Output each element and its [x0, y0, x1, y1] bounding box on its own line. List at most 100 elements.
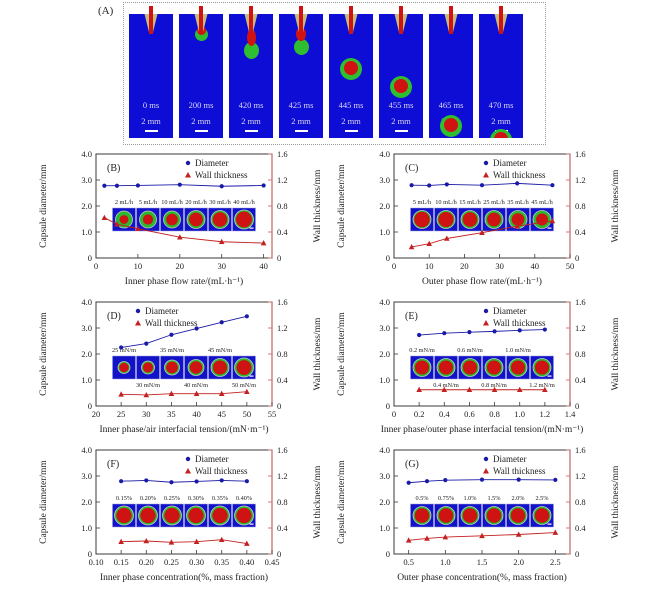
scale-bar-label: 2 mm [141, 116, 161, 126]
chart-svg-B: 0 10 20 30 40 0 1.0 2.0 3.0 4.0 0 0.4 0.8 1.2 1.6 2 mL/… [39, 149, 323, 287]
svg-text:3.0: 3.0 [379, 175, 390, 185]
svg-text:0.2 mN/m: 0.2 mN/m [409, 347, 435, 354]
scale-bar [144, 130, 158, 132]
chart-svg-D: 20 25 30 35 40 45 50 5501.02.03.04.000.40.81.21… [39, 297, 323, 435]
svg-text:25: 25 [117, 409, 126, 419]
svg-text:30 mN/m: 30 mN/m [136, 382, 160, 389]
svg-text:0: 0 [575, 549, 579, 559]
scale-bar [394, 130, 408, 132]
svg-text:2.0: 2.0 [81, 201, 92, 211]
svg-text:0.6 mN/m: 0.6 mN/m [457, 347, 483, 354]
svg-text:0: 0 [88, 549, 92, 559]
snapshot-image: 465 ms2 mm [429, 14, 473, 138]
snapshot-image: 200 ms 2 mm [179, 14, 223, 138]
svg-text:0.8: 0.8 [277, 201, 288, 211]
nozzle-needle [349, 6, 353, 34]
scale-bar-label: 2 mm [241, 116, 261, 126]
svg-text:Inner phase concentration(%, m: Inner phase concentration(%, mass fracti… [100, 572, 268, 583]
svg-text:(C): (C) [405, 163, 418, 174]
svg-text:0.8: 0.8 [575, 349, 586, 359]
scale-bar [294, 130, 308, 132]
svg-text:1.6: 1.6 [575, 149, 586, 159]
svg-text:1.0: 1.0 [514, 409, 525, 419]
svg-text:50: 50 [566, 261, 575, 271]
svg-text:50: 50 [243, 409, 252, 419]
svg-text:0.4 mN/m: 0.4 mN/m [433, 382, 459, 389]
snapshot-frame: 200 ms 2 mm [179, 6, 223, 138]
svg-text:1.5%: 1.5% [487, 495, 501, 502]
droplet-shell [293, 39, 309, 55]
scale-bar [344, 130, 358, 132]
svg-text:30: 30 [495, 261, 504, 271]
nozzle-needle [499, 6, 503, 34]
scale-bar [194, 130, 208, 132]
svg-text:0: 0 [88, 401, 92, 411]
svg-text:30: 30 [217, 261, 226, 271]
scale-bar-label: 2 mm [491, 116, 511, 126]
svg-text:0: 0 [575, 401, 579, 411]
svg-text:4.0: 4.0 [379, 149, 390, 159]
svg-text:Inner phase flow rate/(mL·h⁻¹): Inner phase flow rate/(mL·h⁻¹) [125, 276, 243, 287]
droplet-core [494, 132, 508, 138]
svg-text:0.30%: 0.30% [188, 495, 205, 502]
svg-text:1.6: 1.6 [277, 297, 288, 307]
svg-text:45 mN/m: 45 mN/m [208, 347, 232, 354]
svg-text:0.4: 0.4 [575, 375, 586, 385]
droplet-core [246, 30, 256, 46]
snapshot-frame: 465 ms2 mm [429, 6, 473, 138]
svg-text:4.0: 4.0 [81, 149, 92, 159]
svg-text:20: 20 [92, 409, 101, 419]
svg-text:4.0: 4.0 [81, 297, 92, 307]
svg-text:4.0: 4.0 [379, 445, 390, 455]
svg-text:0.4: 0.4 [575, 227, 586, 237]
snapshot-frame: 470 ms 2 mm [479, 6, 523, 138]
droplet-core [394, 79, 408, 94]
svg-text:0: 0 [386, 401, 390, 411]
nozzle-icon [279, 6, 323, 38]
svg-text:Wall thickness: Wall thickness [145, 318, 198, 328]
svg-text:2.5%: 2.5% [535, 495, 549, 502]
svg-text:0.8: 0.8 [277, 349, 288, 359]
svg-text:0.5%: 0.5% [415, 495, 429, 502]
snapshot-image: 470 ms 2 mm [479, 14, 523, 138]
svg-text:30 mL/h: 30 mL/h [209, 199, 231, 206]
svg-text:Inner phase/outer phase interf: Inner phase/outer phase interfacial tens… [381, 424, 584, 435]
svg-text:Diameter: Diameter [145, 306, 178, 316]
svg-text:Wall thickness/mm: Wall thickness/mm [611, 169, 621, 242]
svg-text:0.8: 0.8 [277, 497, 288, 507]
svg-text:0.4: 0.4 [277, 375, 288, 385]
svg-text:(E): (E) [405, 311, 418, 322]
svg-text:0: 0 [386, 253, 390, 263]
nozzle-icon [129, 6, 173, 38]
panel-c-chart: 0 10 20 30 40 50 0 1.0 2.0 3.0 4.0 0 0.4 0.8 1.2 1.6 5 m… [330, 146, 660, 296]
snapshot-image: 455 ms 2 mm [379, 14, 423, 138]
svg-text:Diameter: Diameter [493, 454, 526, 464]
nozzle-needle [449, 6, 453, 34]
chart-svg-F: 0.10 0.15 0.20 0.25 0.30 0.35 0.40 0.4501.02.03… [39, 445, 323, 583]
svg-text:2.0: 2.0 [81, 349, 92, 359]
svg-text:1.6: 1.6 [277, 149, 288, 159]
svg-text:1.0: 1.0 [379, 227, 390, 237]
svg-text:Wall thickness/mm: Wall thickness/mm [611, 465, 621, 538]
panel-a-letter: (A) [98, 5, 114, 17]
svg-text:Wall thickness/mm: Wall thickness/mm [313, 169, 323, 242]
svg-text:Wall thickness/mm: Wall thickness/mm [313, 465, 323, 538]
svg-text:1.6: 1.6 [575, 297, 586, 307]
svg-text:0: 0 [392, 261, 396, 271]
svg-text:2.0: 2.0 [379, 201, 390, 211]
snapshot-image: 445 ms 2 mm [329, 14, 373, 138]
svg-text:2.0: 2.0 [379, 497, 390, 507]
svg-text:0.10: 0.10 [89, 557, 104, 567]
svg-text:1.0: 1.0 [379, 523, 390, 533]
snapshot-image: 0 ms 2 mm [129, 14, 173, 138]
svg-text:0.25%: 0.25% [164, 495, 181, 502]
svg-text:0.30: 0.30 [189, 557, 204, 567]
nozzle-icon [379, 6, 423, 38]
svg-text:1.0: 1.0 [440, 557, 451, 567]
panel-b-chart: 0 10 20 30 40 0 1.0 2.0 3.0 4.0 0 0.4 0.8 1.2 1.6 2 mL/… [32, 146, 362, 296]
svg-text:1.2: 1.2 [277, 175, 288, 185]
svg-text:1.2: 1.2 [277, 471, 288, 481]
svg-text:Capsule diameter/mm: Capsule diameter/mm [337, 164, 347, 248]
svg-text:3.0: 3.0 [81, 175, 92, 185]
